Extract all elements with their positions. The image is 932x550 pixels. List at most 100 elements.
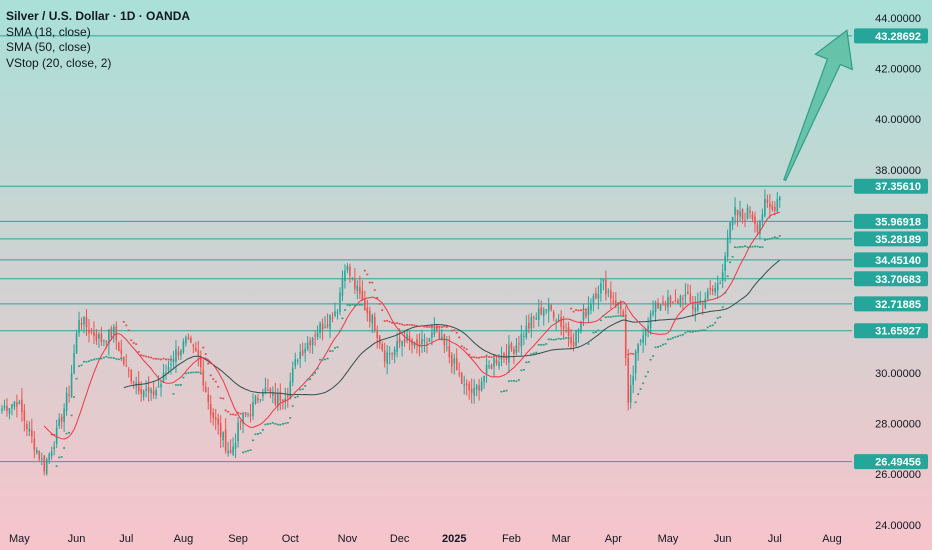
candle-body xyxy=(525,325,528,338)
candle xyxy=(711,285,714,296)
vstop-dot xyxy=(729,261,732,264)
candle-body xyxy=(654,302,657,313)
candle-body xyxy=(470,388,473,393)
vstop-dot xyxy=(311,374,314,376)
candle-body xyxy=(95,333,98,341)
candle-body xyxy=(518,343,520,345)
candle-body xyxy=(774,206,776,211)
vstop-dot xyxy=(440,326,443,328)
vstop-dot xyxy=(612,315,615,318)
candle-body xyxy=(647,325,649,331)
vstop-dot xyxy=(652,355,655,357)
vstop-series xyxy=(50,235,781,467)
vstop-dot xyxy=(552,339,555,341)
candle-body xyxy=(239,421,242,423)
candle xyxy=(180,348,182,360)
vstop-dot xyxy=(396,322,399,324)
price-tick-label: 30.00000 xyxy=(875,368,921,380)
candle-body xyxy=(88,329,90,334)
vstop-dot xyxy=(629,352,632,355)
candle-body xyxy=(35,449,38,454)
candle-body xyxy=(200,356,202,368)
vstop-dot xyxy=(222,397,225,400)
candle xyxy=(93,321,95,344)
candle xyxy=(18,399,21,405)
candle-body xyxy=(421,339,423,345)
candle-body xyxy=(115,325,118,341)
vstop-dot xyxy=(450,329,453,332)
candle-body xyxy=(217,418,219,425)
candle-body xyxy=(605,279,607,295)
vstop-dot xyxy=(306,378,309,381)
candle xyxy=(294,352,297,370)
vstop-dot xyxy=(386,319,389,322)
candle-body xyxy=(204,387,207,392)
vstop-dot xyxy=(542,343,545,346)
candle xyxy=(575,329,577,348)
symbol-title[interactable]: Silver / U.S. Dollar · 1D · OANDA xyxy=(6,9,191,23)
vstop-dot xyxy=(162,357,165,360)
candle-body xyxy=(108,329,110,345)
level-price-badge xyxy=(854,271,928,287)
candle xyxy=(212,408,215,426)
candle xyxy=(652,300,654,317)
vstop-dot xyxy=(577,309,580,312)
candle-body xyxy=(587,306,590,315)
vstop-dot xyxy=(716,317,719,319)
price-axis[interactable]: 44.00000 42.00000 40.00000 38.00000 30.00000… xyxy=(854,13,928,532)
candle xyxy=(304,342,306,362)
candle xyxy=(644,329,647,346)
vstop-dot xyxy=(95,358,98,360)
candle xyxy=(547,297,550,323)
candle-body xyxy=(155,390,157,396)
candle-body xyxy=(341,279,344,296)
vstop-dot xyxy=(356,303,359,306)
vstop-legend[interactable]: VStop (20, close, 2) xyxy=(6,55,112,70)
vstop-dot xyxy=(602,315,605,317)
vstop-dot xyxy=(637,393,640,396)
candle-body xyxy=(565,330,567,332)
candle-body xyxy=(264,387,267,392)
vstop-dot xyxy=(622,315,625,317)
candle-body xyxy=(23,410,26,421)
candle xyxy=(120,339,123,362)
vstop-dot xyxy=(515,380,518,383)
vstop-dot xyxy=(140,354,143,356)
candle xyxy=(321,318,324,341)
vstop-dot xyxy=(75,377,78,380)
candle xyxy=(1,404,3,414)
vstop-dot xyxy=(50,433,53,436)
vstop-dot xyxy=(748,246,751,248)
candle xyxy=(719,280,721,285)
candle xyxy=(326,313,329,329)
sma18-legend[interactable]: SMA (18, close) xyxy=(6,24,91,39)
level-price-label: 34.45140 xyxy=(875,255,921,267)
vstop-dot xyxy=(363,269,366,272)
vstop-dot xyxy=(187,372,190,374)
candle-body xyxy=(78,320,80,334)
candle xyxy=(540,300,543,316)
vstop-dot xyxy=(570,307,573,310)
candle-body xyxy=(642,335,644,343)
vstop-dot xyxy=(85,360,88,363)
candle xyxy=(137,371,140,395)
vstop-dot xyxy=(393,322,396,325)
time-tick-label: Sep xyxy=(228,533,248,545)
candle-body xyxy=(113,326,115,335)
candle-body xyxy=(117,342,120,352)
candle xyxy=(403,329,406,347)
candle xyxy=(565,322,567,333)
candle xyxy=(252,393,254,420)
candle-body xyxy=(540,307,543,315)
candle xyxy=(324,316,326,329)
vstop-dot xyxy=(304,385,307,387)
time-axis[interactable]: May Jun Jul Aug Sep Oct Nov Dec 2025 Feb Mar Apr May… xyxy=(9,533,842,545)
candle xyxy=(130,369,133,385)
vstop-dot xyxy=(209,374,212,377)
price-tick-label: 42.00000 xyxy=(875,63,921,75)
candle-body xyxy=(669,296,672,304)
sma50-legend[interactable]: SMA (50, close) xyxy=(6,40,91,54)
vstop-dot xyxy=(609,316,612,318)
time-tick-label: Apr xyxy=(605,533,622,545)
candle xyxy=(55,419,58,449)
